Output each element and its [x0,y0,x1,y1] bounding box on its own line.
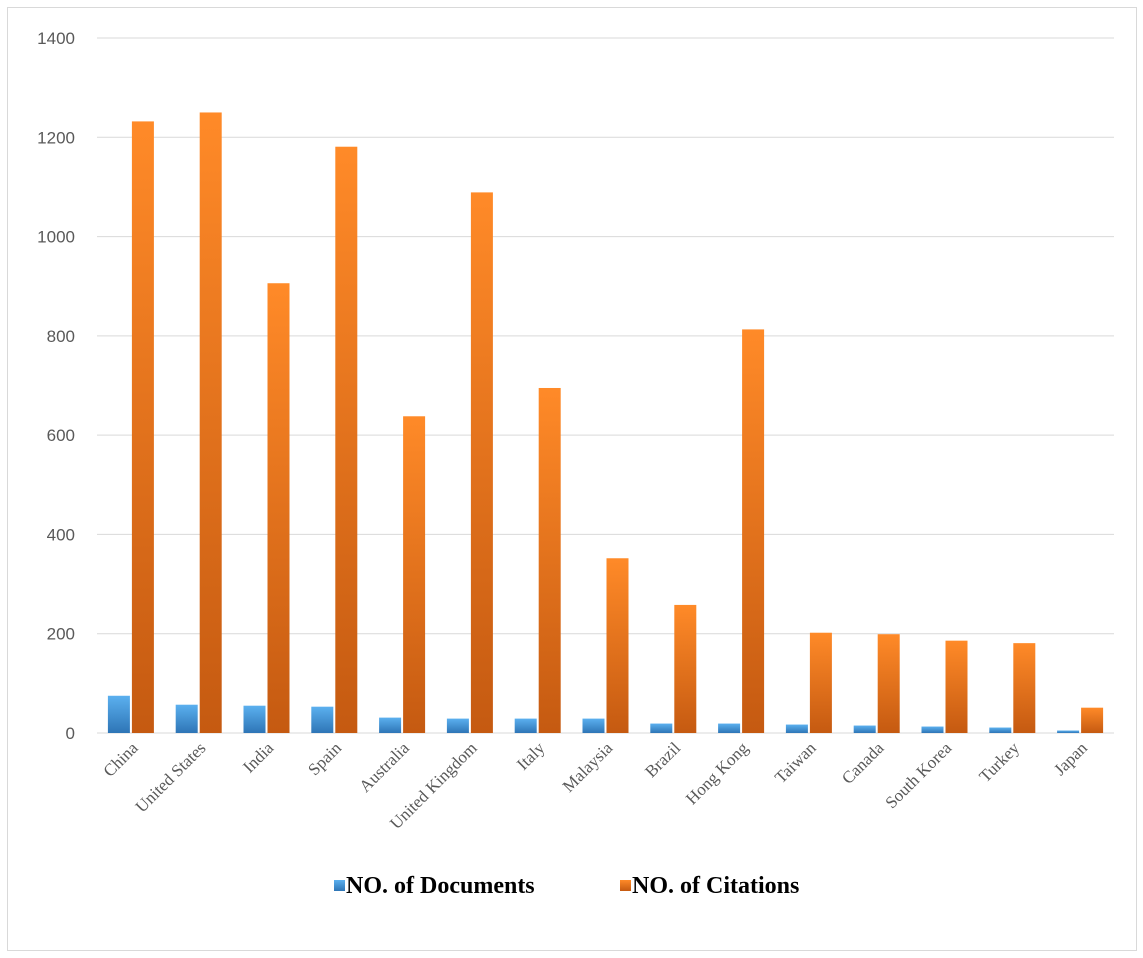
bar-documents [243,705,266,733]
bar-documents [582,718,605,733]
bar-citations [267,283,290,733]
bar-citations [538,387,561,733]
x-tick-label: Turkey [975,738,1023,786]
bar-citations [877,634,900,733]
x-tick-label: India [239,738,277,776]
y-tick-label: 1000 [37,228,75,247]
x-tick-label: United States [132,738,210,816]
x-tick-label: Canada [838,738,888,788]
bar-citations [403,416,426,733]
bar-citations [945,640,968,733]
bar-documents [379,717,402,733]
y-tick-label: 800 [47,327,75,346]
x-tick-label: Brazil [641,738,684,781]
x-tick-label: Australia [355,738,413,796]
bar-citations [606,558,629,733]
y-tick-label: 600 [47,426,75,445]
bar-documents [311,706,334,733]
bar-citations [674,604,697,733]
x-tick-label: Italy [513,738,549,774]
bar-documents [1057,730,1080,733]
y-tick-label: 0 [66,724,75,743]
chart-frame [7,7,1137,951]
bar-documents [446,718,469,733]
bar-citations [335,146,358,734]
legend-swatch [620,880,631,891]
x-tick-label: Hong Kong [682,738,752,808]
bar-citations [1081,707,1104,733]
bar-documents [785,724,808,733]
bar-documents [853,725,876,733]
bar-citations [131,121,154,733]
legend-label: NO. of Citations [632,873,799,899]
bar-citations [199,112,222,733]
bar-citations [470,192,493,733]
bar-citations [742,329,765,733]
legend: NO. of Documents NO. of Citations [334,873,799,899]
bar-documents [718,723,741,733]
bar-documents [921,726,944,733]
y-tick-label: 400 [47,525,75,544]
x-tick-label: Taiwan [771,738,820,787]
y-axis: 0 200 400 600 800 1000 1200 1400 [37,29,75,743]
bars [107,112,1104,734]
x-tick-label: Spain [304,738,345,779]
bar-documents [989,727,1012,733]
bar-documents [650,723,673,733]
x-tick-label: China [100,738,142,780]
bar-documents [514,718,537,733]
x-tick-label: Japan [1050,738,1091,779]
bar-citations [1013,643,1036,733]
y-tick-label: 200 [47,625,75,644]
x-tick-label: South Korea [881,738,955,812]
bar-documents [175,704,198,733]
legend-swatch [334,880,345,891]
bar-documents [107,695,130,733]
legend-label: NO. of Documents [346,873,535,899]
x-tick-label: Malaysia [559,738,617,796]
y-tick-label: 1400 [37,29,75,48]
bar-citations [809,632,832,733]
gridlines [97,37,1114,734]
y-tick-label: 1200 [37,128,75,147]
